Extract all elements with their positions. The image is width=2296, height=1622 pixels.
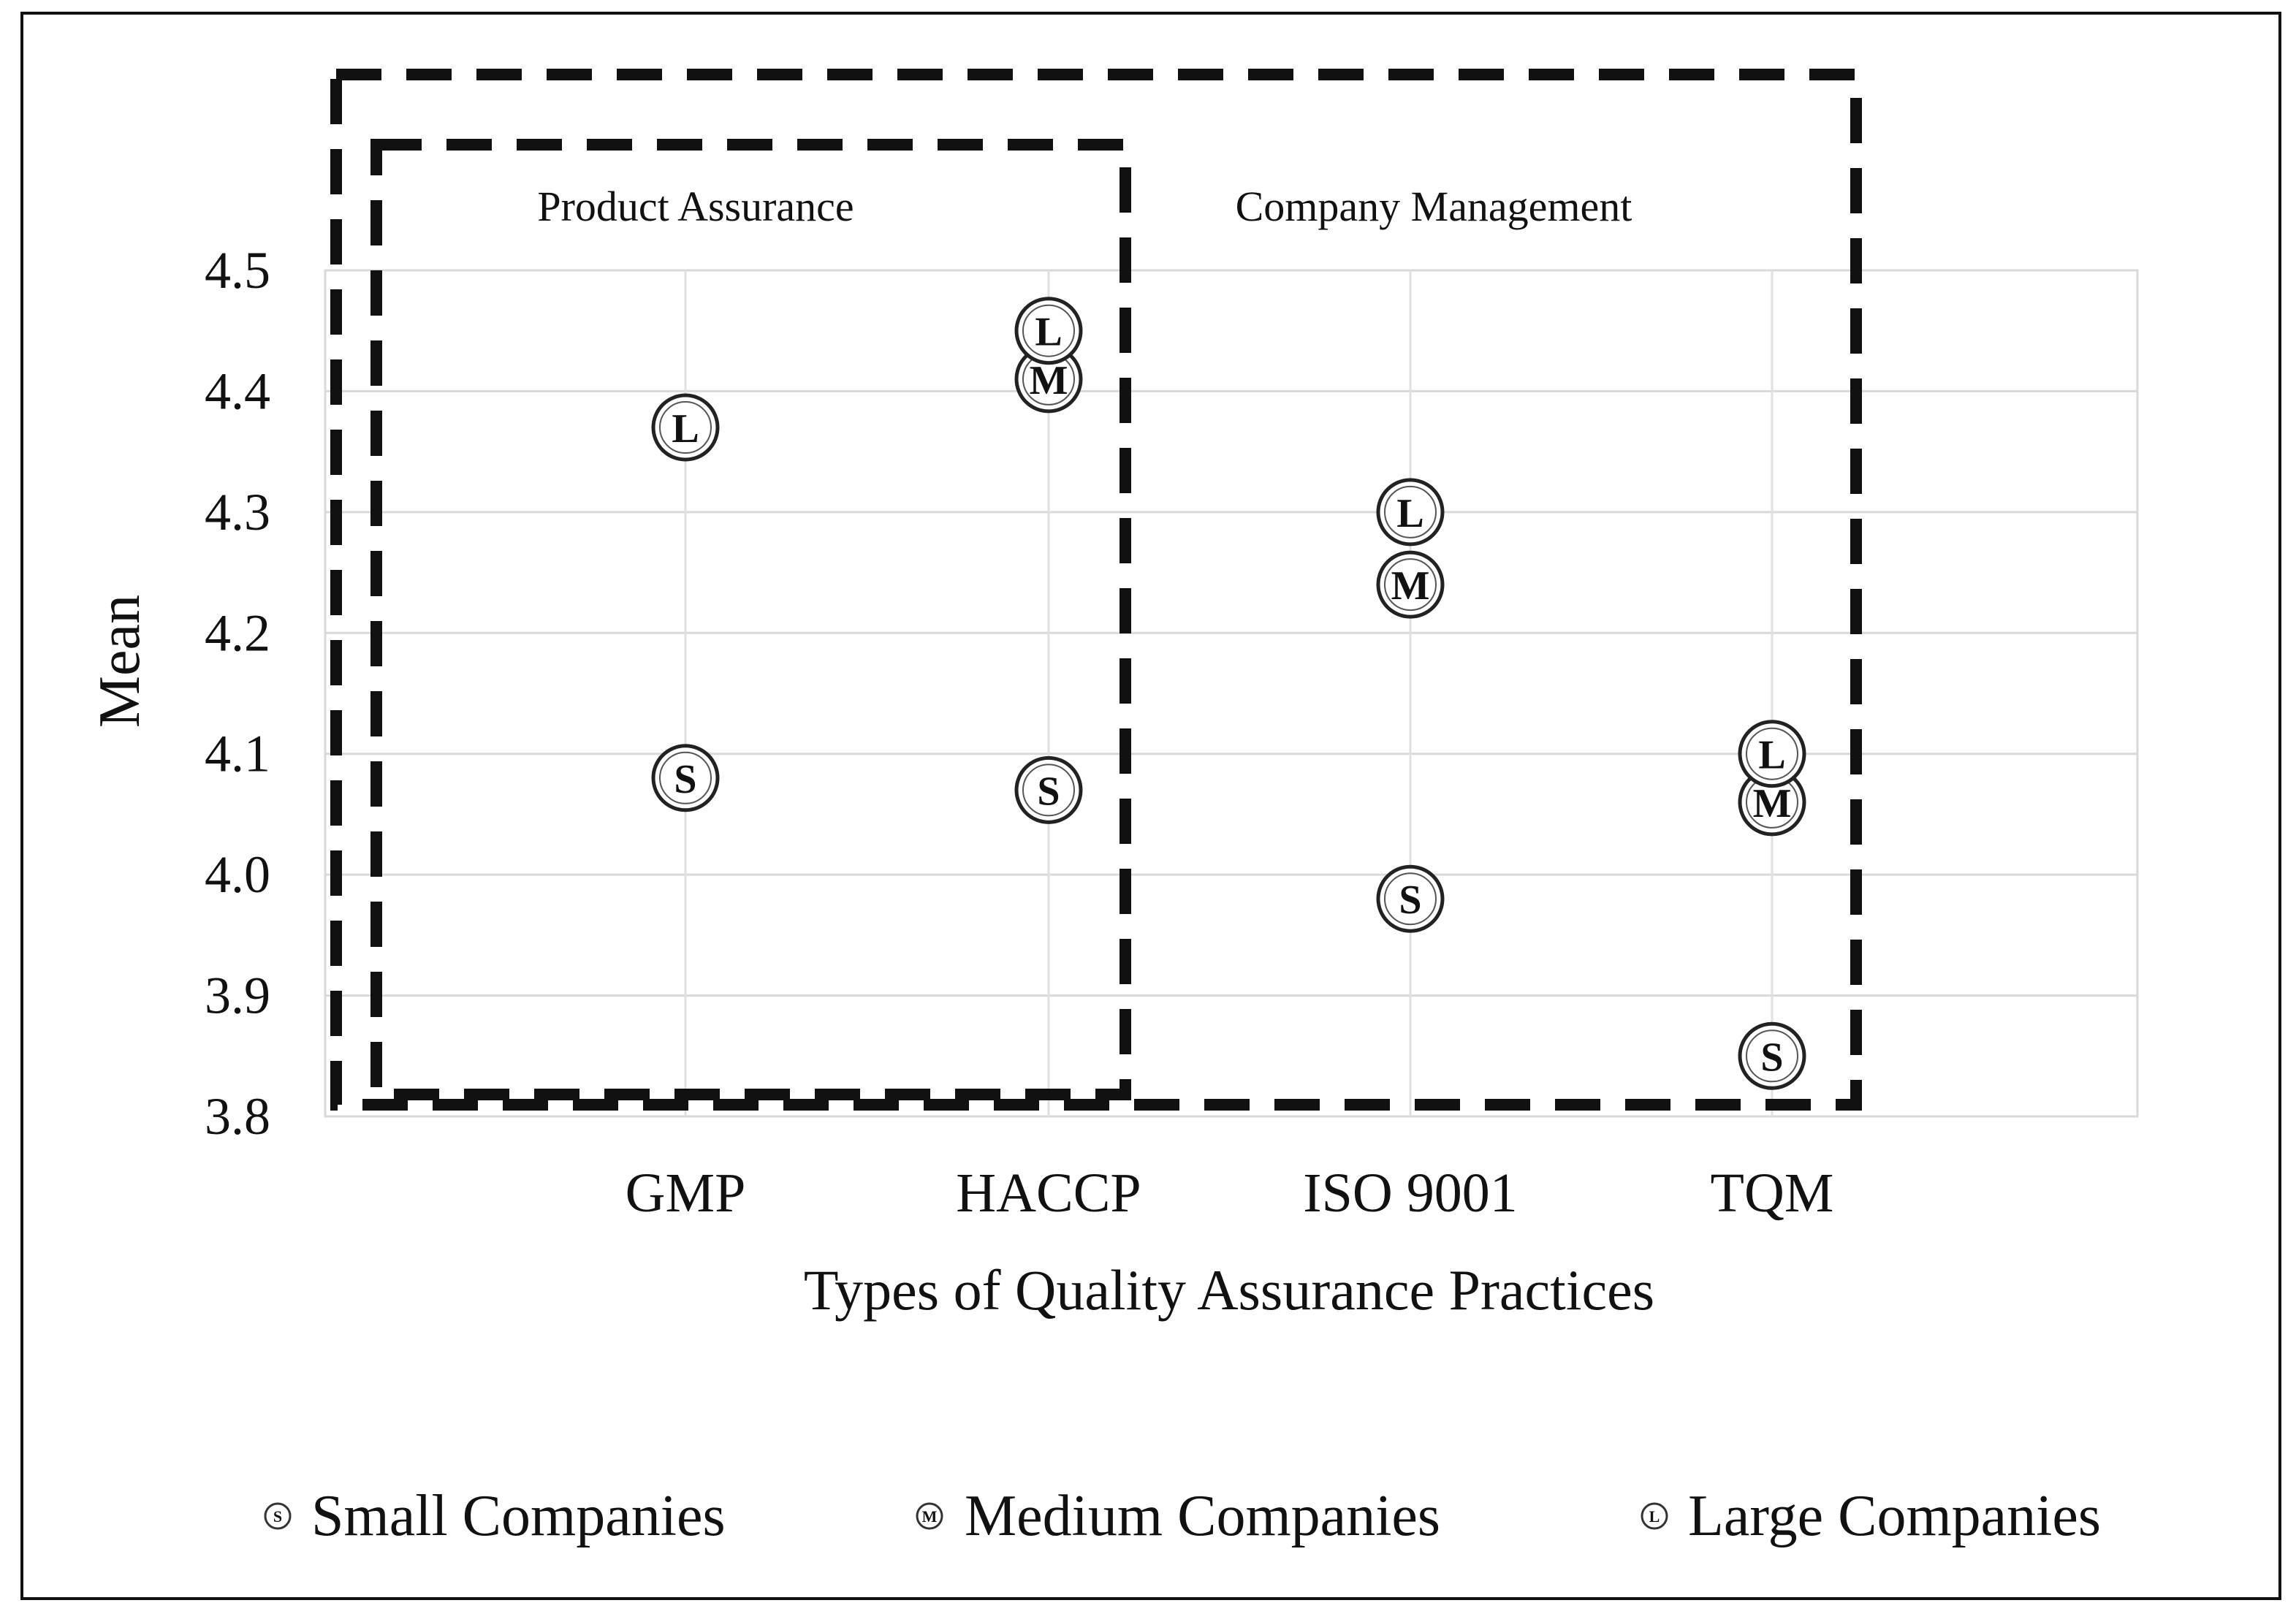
legend-label: Medium Companies — [965, 1484, 1440, 1548]
y-tick-label: 4.3 — [205, 483, 270, 541]
data-point: L — [1014, 297, 1083, 365]
group-box — [370, 139, 1131, 1100]
plot-area-border — [324, 269, 2139, 1118]
group-label: Product Assurance — [537, 183, 854, 230]
marker-glyph: S — [1037, 769, 1060, 814]
legend-marker — [264, 1502, 292, 1530]
marker-glyph: M — [1753, 781, 1792, 826]
group-label: Company Management — [1236, 183, 1632, 230]
legend-marker-glyph: M — [922, 1507, 938, 1526]
y-axis-title: Mean — [88, 595, 152, 728]
legend: S Small Companies M Medium Companies L Large … — [264, 1484, 2101, 1548]
marker-glyph: M — [1030, 358, 1068, 403]
legend-marker-glyph: S — [273, 1507, 282, 1526]
y-tick-label: 4.0 — [205, 845, 270, 904]
x-tick-label: TQM — [1711, 1162, 1834, 1224]
y-tick-label: 4.1 — [205, 725, 270, 783]
marker-glyph: L — [1035, 310, 1062, 355]
marker-glyph: S — [1760, 1035, 1783, 1080]
data-point: L — [1376, 478, 1445, 547]
marker-glyph: S — [1399, 877, 1421, 923]
marker-glyph: L — [1758, 733, 1785, 778]
data-point: S — [1376, 864, 1445, 933]
data-point: S — [1014, 755, 1083, 824]
x-tick-label: GMP — [626, 1162, 746, 1224]
marker-glyph: L — [1396, 491, 1423, 536]
group-layer: Product Assurance Company Management — [330, 69, 1862, 1111]
legend-item: L Large Companies — [1641, 1484, 2101, 1548]
y-tick-label: 4.5 — [205, 241, 270, 300]
outer-frame — [20, 12, 2281, 1600]
data-point: L — [651, 393, 720, 462]
data-point: S — [1738, 1021, 1806, 1090]
y-tick-label: 4.4 — [205, 362, 270, 420]
legend-item: M Medium Companies — [916, 1484, 1440, 1548]
y-tick-label: 4.2 — [205, 604, 270, 662]
x-tick-layer: GMP HACCP ISO 9001 TQM — [626, 1162, 1834, 1224]
x-axis-title: Types of Quality Assurance Practices — [804, 1258, 1654, 1322]
marker-glyph: M — [1391, 563, 1430, 609]
legend-marker — [916, 1502, 943, 1530]
legend-marker-glyph: L — [1649, 1507, 1660, 1526]
data-point: M — [1376, 550, 1445, 619]
x-tick-label: ISO 9001 — [1303, 1162, 1517, 1224]
legend-label: Small Companies — [311, 1484, 726, 1548]
marker-glyph: L — [672, 406, 699, 452]
group-box — [330, 69, 1862, 1111]
marker-glyph: S — [674, 757, 696, 802]
y-tick-label: 3.9 — [205, 967, 270, 1025]
data-point: M — [1014, 345, 1083, 414]
y-tick-layer: 3.8 3.9 4.0 4.1 4.2 4.3 4.4 4.5 — [205, 241, 270, 1146]
y-tick-label: 3.8 — [205, 1087, 270, 1146]
legend-item: S Small Companies — [264, 1484, 726, 1548]
legend-marker — [1641, 1502, 1668, 1530]
grid-layer — [324, 269, 2139, 1118]
x-tick-label: HACCP — [956, 1162, 1141, 1224]
data-point: L — [1738, 720, 1806, 788]
data-point: S — [651, 744, 720, 812]
data-point: M — [1738, 768, 1806, 837]
legend-label: Large Companies — [1688, 1484, 2101, 1548]
